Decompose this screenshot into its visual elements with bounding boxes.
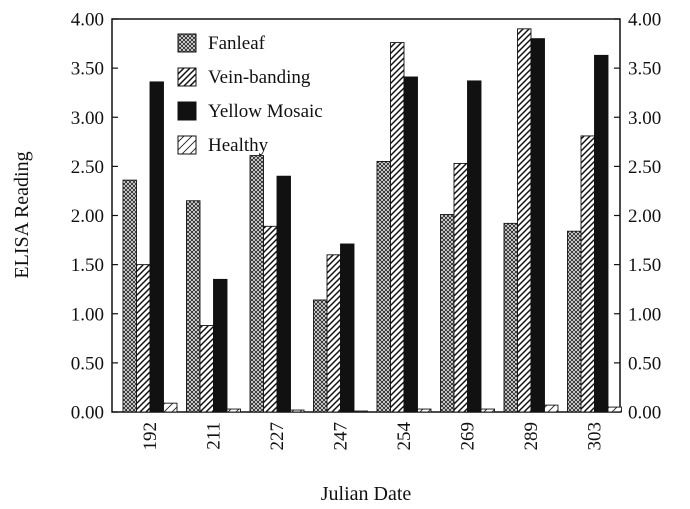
bar-yellow-mosaic-247 [340, 243, 355, 413]
bar-fanleaf-289 [503, 222, 518, 413]
bar-healthy-211 [226, 408, 241, 413]
bar-healthy-192 [163, 402, 178, 413]
left-y-axis: 0.00 0.50 1.00 1.50 2.00 2.50 3.00 3.50 4.00 [71, 10, 118, 424]
bar-fanleaf-211 [186, 200, 201, 413]
bar-healthy-227 [290, 409, 305, 413]
bar-vein-banding-192 [136, 264, 151, 413]
x-axis-title: Julian Date [321, 483, 412, 505]
left-tick-label: 1.00 [71, 304, 104, 325]
bar-fanleaf-192 [122, 179, 137, 413]
bar-healthy-303 [607, 406, 622, 413]
right-tick-label: 0.00 [628, 403, 661, 424]
bar-fanleaf-227 [249, 155, 264, 413]
x-tick-label: 269 [458, 422, 479, 451]
left-tick-label: 1.50 [71, 255, 104, 276]
bar-yellow-mosaic-192 [149, 81, 164, 413]
x-tick-label: 227 [267, 422, 288, 451]
x-tick-label: 303 [585, 422, 606, 451]
right-tick-label: 4.00 [628, 10, 661, 31]
x-tick-label: 192 [140, 422, 161, 451]
bar-yellow-mosaic-227 [276, 175, 291, 413]
bar-vein-banding-227 [263, 225, 278, 413]
legend-swatch-healthy [177, 135, 197, 155]
left-tick-label: 3.50 [71, 59, 104, 80]
right-tick-label: 2.00 [628, 206, 661, 227]
legend-swatch-yellow-mosaic [177, 101, 197, 121]
legend-label: Yellow Mosaic [208, 101, 323, 122]
right-tick-label: 1.00 [628, 304, 661, 325]
left-tick-label: 3.00 [71, 108, 104, 129]
bar-group [122, 28, 622, 413]
legend: Fanleaf Vein-banding Yellow Mosaic Healthy [177, 33, 323, 156]
bar-fanleaf-254 [376, 161, 391, 413]
right-tick-label: 2.50 [628, 157, 661, 178]
left-tick-label: 0.50 [71, 353, 104, 374]
bar-healthy-247 [353, 410, 368, 413]
bar-healthy-269 [480, 408, 495, 413]
bar-yellow-mosaic-211 [213, 278, 228, 413]
bar-vein-banding-211 [199, 325, 214, 413]
bar-healthy-254 [417, 408, 432, 413]
bar-vein-banding-254 [390, 42, 405, 413]
x-tick-label: 211 [204, 422, 225, 450]
y-axis-title: ELISA Reading [11, 151, 33, 278]
legend-swatch-vein-banding [177, 67, 197, 87]
bar-vein-banding-303 [580, 135, 595, 413]
left-tick-label: 2.50 [71, 157, 104, 178]
legend-label: Vein-banding [208, 67, 311, 88]
right-y-axis: 0.00 0.50 1.00 1.50 2.00 2.50 3.00 3.50 4.00 [614, 10, 661, 424]
legend-swatch-fanleaf [177, 33, 197, 53]
left-tick-label: 0.00 [71, 403, 104, 424]
bar-yellow-mosaic-289 [530, 38, 545, 413]
right-tick-label: 0.50 [628, 353, 661, 374]
legend-label: Fanleaf [208, 33, 266, 54]
bar-fanleaf-303 [567, 230, 582, 413]
x-tick-label: 289 [521, 422, 542, 451]
right-tick-label: 3.00 [628, 108, 661, 129]
bar-fanleaf-269 [440, 214, 455, 413]
bar-vein-banding-269 [453, 162, 468, 413]
x-tick-label: 247 [331, 422, 352, 451]
bar-fanleaf-247 [313, 299, 328, 413]
bar-yellow-mosaic-303 [594, 54, 609, 413]
legend-label: Healthy [208, 135, 269, 156]
bar-vein-banding-289 [517, 28, 532, 413]
x-axis: 192 211 227 247 254 269 289 303 [140, 422, 606, 451]
bar-vein-banding-247 [326, 254, 341, 413]
bar-healthy-289 [544, 404, 559, 413]
bar-yellow-mosaic-269 [467, 80, 482, 413]
right-tick-label: 3.50 [628, 59, 661, 80]
left-tick-label: 2.00 [71, 206, 104, 227]
x-tick-label: 254 [394, 422, 415, 451]
bar-yellow-mosaic-254 [403, 76, 418, 413]
left-tick-label: 4.00 [71, 10, 104, 31]
right-tick-label: 1.50 [628, 255, 661, 276]
